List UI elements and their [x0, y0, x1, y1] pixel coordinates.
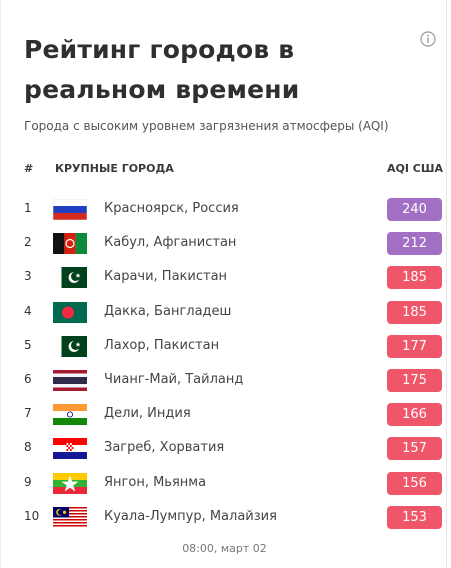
thailand-flag-icon	[53, 369, 87, 391]
aqi-badge: 240	[387, 198, 442, 221]
table-row[interactable]: 3 Карачи, Пакистан 185	[1, 260, 448, 294]
table-row[interactable]: 4 Дакка, Бангладеш 185	[1, 295, 448, 329]
aqi-badge: 175	[387, 368, 442, 392]
aqi-badge: 177	[387, 334, 442, 358]
city-name[interactable]: Лахор, Пакистан	[104, 337, 220, 353]
aqi-badge: 166	[387, 403, 442, 427]
update-timestamp: 08:00, март 02	[182, 542, 267, 555]
rank-number: 2	[24, 235, 32, 250]
page-title: Рейтинг городов в реальном времени	[24, 35, 300, 104]
table-row[interactable]: 2 Кабул, Афганистан 212	[1, 226, 448, 260]
russia-flag-icon	[53, 199, 87, 220]
rank-number: 1	[24, 201, 32, 215]
aqi-badge: 153	[387, 505, 442, 529]
rank-number: 5	[24, 337, 32, 352]
rank-number: 7	[24, 406, 32, 421]
table-row[interactable]: 8 Загреб, Хорватия 157	[1, 431, 448, 465]
table-row[interactable]: 7 Дели, Индия 166	[1, 397, 448, 431]
city-name[interactable]: Кабул, Афганистан	[104, 235, 237, 251]
rank-number: 10	[24, 508, 40, 523]
rank-number: 9	[24, 474, 32, 489]
rank-number: 4	[24, 303, 32, 318]
column-header-aqi: AQI США	[387, 162, 443, 175]
table-row[interactable]: 10 Куала-Лумпур, Малайзия 153	[1, 500, 448, 534]
rank-number: 8	[24, 440, 32, 455]
city-name[interactable]: Карачи, Пакистан	[104, 269, 228, 285]
column-header-rank: #	[24, 162, 34, 175]
city-name[interactable]: Загреб, Хорватия	[104, 440, 225, 456]
table-row[interactable]: 9 Янгон, Мьянма 156	[1, 466, 448, 500]
info-icon[interactable]	[420, 31, 436, 47]
myanmar-flag-icon	[53, 472, 87, 494]
city-name[interactable]: Янгон, Мьянма	[104, 474, 207, 490]
pakistan-flag-icon	[53, 335, 87, 357]
afghanistan-flag-icon	[53, 233, 87, 255]
aqi-badge: 185	[387, 266, 442, 290]
city-name[interactable]: Куала-Лумпур, Малайзия	[104, 508, 277, 524]
city-list: 1 Красноярск, Россия 240 2 Кабул, Афгани…	[1, 192, 448, 534]
table-row[interactable]: 6 Чианг-Май, Тайланд 175	[1, 363, 448, 397]
bangladesh-flag-icon	[53, 301, 87, 323]
india-flag-icon	[53, 404, 87, 426]
aqi-badge: 185	[387, 300, 442, 324]
croatia-flag-icon	[53, 438, 87, 460]
malaysia-flag-icon	[53, 506, 87, 528]
city-name[interactable]: Дакка, Бангладеш	[104, 303, 232, 319]
city-name[interactable]: Красноярск, Россия	[104, 201, 239, 216]
aqi-badge: 156	[387, 471, 442, 495]
aqi-badge: 212	[387, 232, 442, 256]
table-row[interactable]: 1 Красноярск, Россия 240	[1, 192, 448, 226]
aqi-badge: 157	[387, 437, 442, 461]
pakistan-flag-icon	[53, 267, 87, 289]
page-subtitle: Города с высоким уровнем загрязнения атм…	[24, 119, 389, 133]
rank-number: 6	[24, 371, 32, 386]
rank-number: 3	[24, 269, 32, 284]
city-name[interactable]: Чианг-Май, Тайланд	[104, 371, 244, 387]
table-row[interactable]: 5 Лахор, Пакистан 177	[1, 329, 448, 363]
city-name[interactable]: Дели, Индия	[104, 406, 191, 422]
column-header-city: КРУПНЫЕ ГОРОДА	[55, 162, 174, 175]
